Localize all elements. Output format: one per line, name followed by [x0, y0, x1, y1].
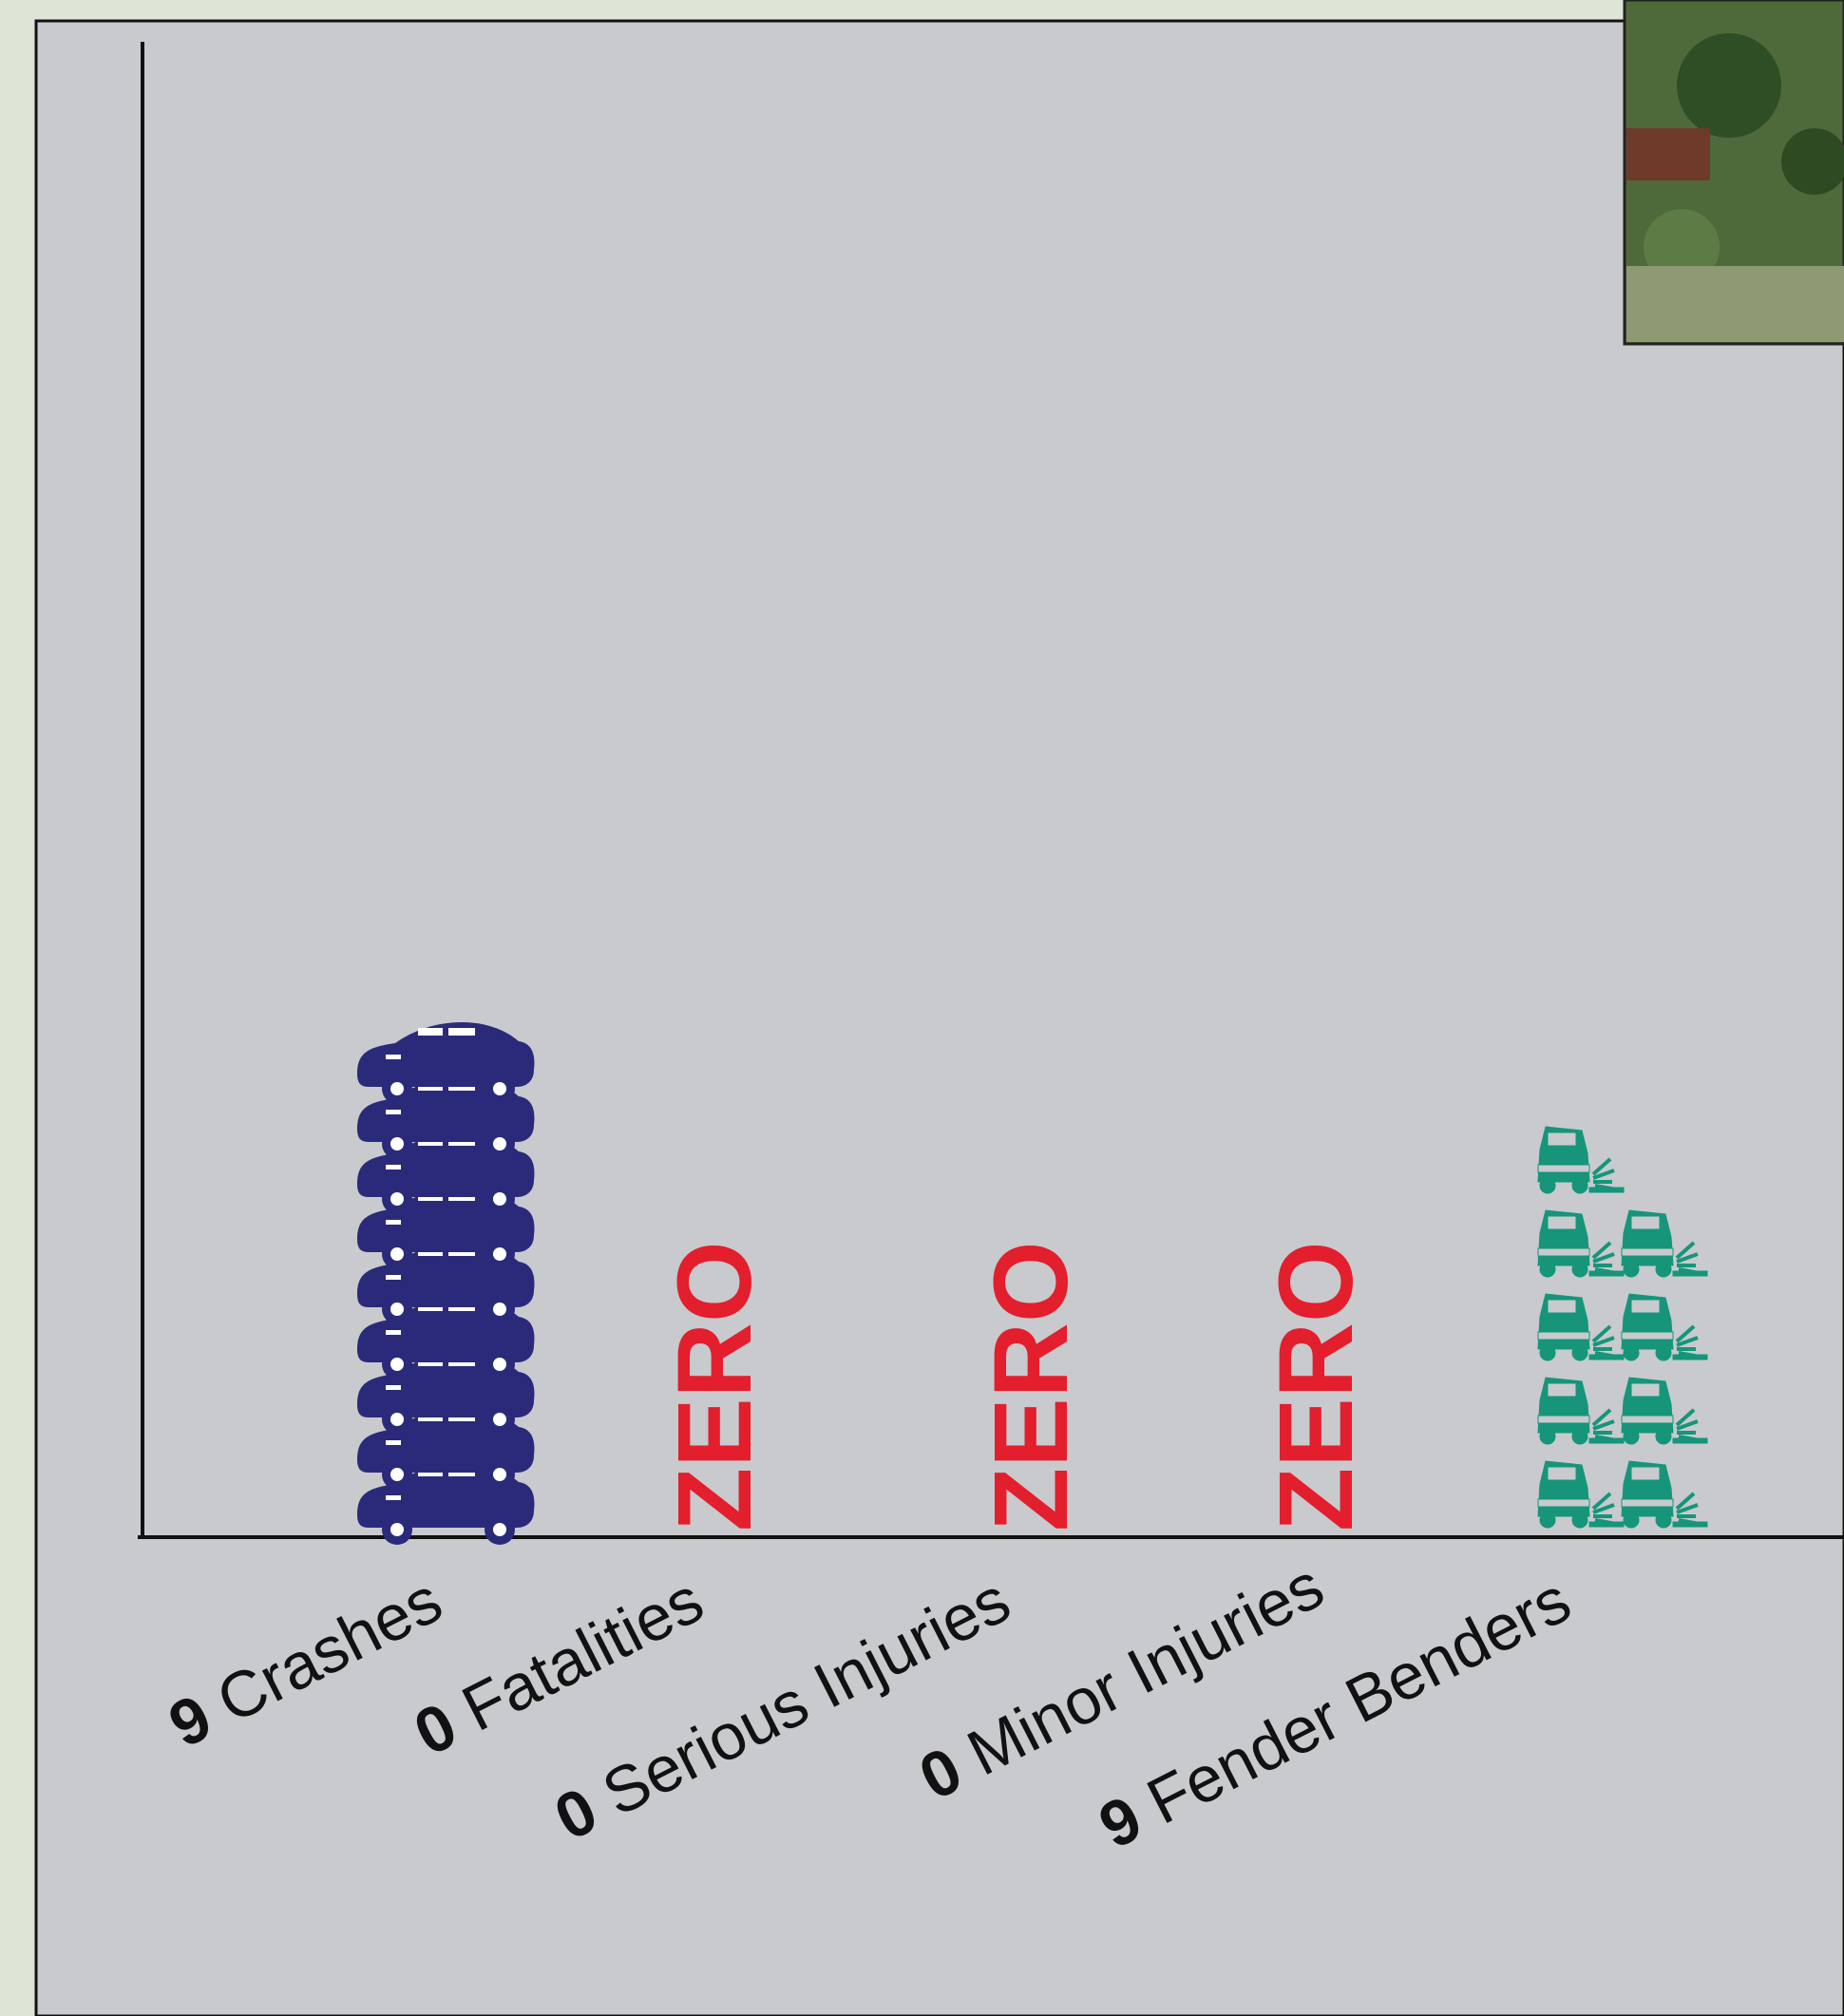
map-inset-thumbnail: [1623, 0, 1844, 346]
plot-frame: [34, 19, 1844, 2016]
zero-value-label: ZERO: [656, 1241, 773, 1531]
zero-value-label: ZERO: [973, 1241, 1090, 1531]
zero-value-label: ZERO: [1258, 1241, 1375, 1531]
